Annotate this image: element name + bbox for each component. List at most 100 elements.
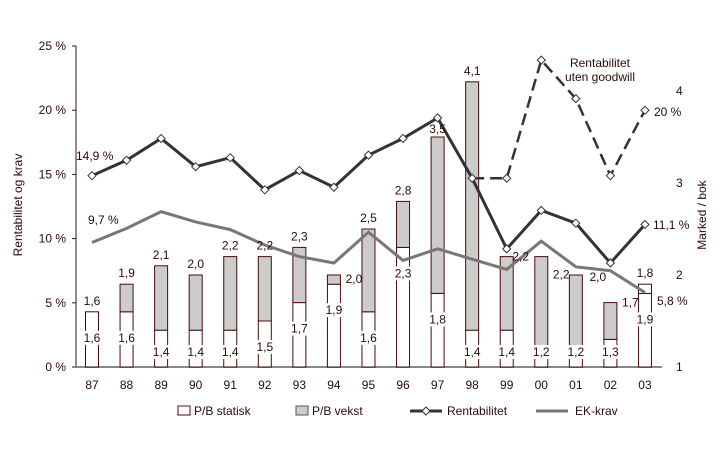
- rentabilitet-marker: [571, 218, 581, 228]
- bar-bottom-label: 2,3: [395, 266, 412, 280]
- bar-top-label: 2,2: [222, 239, 239, 253]
- bar-bottom-label-bg: [81, 330, 103, 345]
- bar-bottom-label: 1,4: [498, 345, 515, 359]
- left-axis-title: Rentabilitet og krav: [11, 154, 25, 257]
- bar-top-label: 4,1: [464, 64, 481, 78]
- right-tick-label: 2: [676, 268, 683, 282]
- bar-bottom-label-bg: [495, 345, 518, 359]
- x-tick-label: 03: [638, 378, 652, 392]
- rentabilitet-marker: [640, 219, 650, 230]
- bar-top-label: 1,7: [622, 296, 639, 310]
- annotation-ek-start: 9,7 %: [88, 213, 119, 227]
- right-tick-label: 4: [676, 84, 683, 98]
- bar-statisk: [637, 292, 652, 368]
- rentabilitet-marker: [190, 161, 201, 172]
- bar-bottom-label: 1,5: [256, 340, 273, 354]
- left-tick-label: 25 %: [39, 39, 67, 53]
- bar-bottom-label-bg: [253, 340, 276, 354]
- rentabilitet-marker: [225, 153, 235, 163]
- bar-top-label: 2,3: [291, 229, 308, 243]
- bar-top-label: 2,2: [256, 239, 273, 253]
- bar-top-label: 2,8: [395, 183, 412, 197]
- rentabilitet-marker: [260, 185, 270, 195]
- bar-bottom-label-bg: [530, 345, 553, 359]
- rentabilitet-marker: [467, 173, 477, 183]
- x-tick-label: 01: [569, 378, 583, 392]
- bar-vekst: [257, 256, 272, 322]
- x-tick-label: 98: [465, 378, 479, 392]
- rentabilitet-marker: [294, 165, 305, 176]
- bar-bottom-label-bg: [150, 345, 173, 359]
- bar-bottom-label: 1,6: [360, 331, 377, 345]
- left-tick-label: 0 %: [45, 360, 66, 374]
- bar-vekst: [430, 136, 445, 294]
- bar-bottom-label: 1,4: [153, 345, 170, 359]
- bar-bottom-label: 1,4: [187, 345, 204, 359]
- annotation-goodwill-label-2: uten goodwill: [565, 70, 635, 84]
- axes: 0 % 5 % 10 % 15 % 20 % 25 % 1 2 3 4 87 88 89 90 91 92 93…: [39, 39, 683, 392]
- x-tick-label: 89: [154, 378, 168, 392]
- bar-vekst: [568, 274, 583, 350]
- bar-top-label: 3,5: [429, 122, 446, 136]
- left-tick-label: 20 %: [39, 103, 67, 117]
- bar-bottom-label-bg: [564, 345, 587, 359]
- annotation-ek-end: 5,8 %: [657, 294, 688, 308]
- bar-bottom-label: 1,4: [464, 345, 481, 359]
- left-tick-label: 10 %: [39, 232, 67, 246]
- bar-bottom-label: 1,8: [429, 312, 446, 326]
- right-axis-title: Marked / bok: [695, 179, 709, 249]
- bar-bottom-label: 1,3: [602, 345, 619, 359]
- data-labels: 1,6 1,6 1,9 1,6 2,1 1,4 2,0 1,4 2,2 1,4 2,2 1,5 2,3 1…: [81, 64, 656, 359]
- annotation-rent-start: 14,9 %: [76, 149, 114, 163]
- bar-bottom-label-bg: [322, 303, 345, 318]
- x-tick-label: 93: [293, 378, 307, 392]
- bar-bottom-label-bg: [115, 330, 138, 345]
- bar-vekst: [499, 256, 514, 331]
- bar-bottom-label: 1,7: [291, 322, 308, 336]
- legend-label-rentabilitet: Rentabilitet: [447, 404, 508, 418]
- x-tick-label: 91: [224, 378, 238, 392]
- bar-vekst: [534, 256, 549, 350]
- ek-krav-line: [91, 210, 646, 294]
- goodwill-marker: [640, 105, 650, 115]
- legend-marker-rentabilitet: [421, 406, 431, 416]
- annotation-rent-end: 11,1 %: [653, 218, 690, 232]
- bar-top-label: 1,6: [84, 294, 101, 308]
- x-tick-label: 96: [396, 378, 410, 392]
- bar-top-label: 2,0: [589, 270, 606, 284]
- x-tick-label: 97: [431, 378, 445, 392]
- bar-bottom-label-bg: [392, 266, 415, 281]
- bar-vekst: [188, 274, 203, 331]
- x-tick-label: 00: [535, 378, 549, 392]
- bar-bottom-label-bg: [633, 312, 656, 327]
- bar-vekst: [119, 283, 134, 313]
- right-tick-label: 1: [676, 360, 683, 374]
- x-tick-label: 02: [604, 378, 618, 392]
- bar-bottom-label-bg: [599, 345, 622, 359]
- bar-bottom-label-bg: [426, 312, 449, 327]
- goodwill-marker: [502, 173, 512, 183]
- bar-bottom-label: 1,2: [533, 345, 550, 359]
- goodwill-marker: [571, 93, 581, 104]
- rentabilitet-marker: [156, 133, 166, 144]
- bar-bottom-label: 1,4: [222, 345, 239, 359]
- legend-label-ek-krav: EK-krav: [575, 404, 618, 418]
- bar-bottom-label-bg: [219, 345, 242, 359]
- rentabilitet-marker: [536, 205, 546, 216]
- rentabilitet-uten-goodwill-line: [472, 57, 647, 180]
- legend: P/B statisk P/B vekst Rentabilitet EK-kr…: [177, 404, 618, 418]
- bar-top-label: 1,8: [637, 266, 654, 280]
- bar-bottom-label: 1,9: [637, 312, 654, 326]
- rentabilitet-marker: [502, 244, 512, 254]
- x-tick-label: 88: [120, 378, 134, 392]
- bar-top-label: 2,2: [512, 250, 529, 264]
- bar-bottom-label: 1,6: [118, 331, 135, 345]
- bar-bottom-label-bg: [288, 321, 311, 336]
- bar-top-label: 2,0: [187, 257, 204, 271]
- bar-vekst: [465, 81, 480, 331]
- legend-label-vekst: P/B vekst: [312, 404, 363, 418]
- bar-top-label: 2,0: [346, 272, 363, 286]
- bar-top-label: 2,5: [360, 211, 377, 225]
- rentabilitet-marker: [87, 170, 97, 181]
- legend-label-statisk: P/B statisk: [194, 404, 252, 418]
